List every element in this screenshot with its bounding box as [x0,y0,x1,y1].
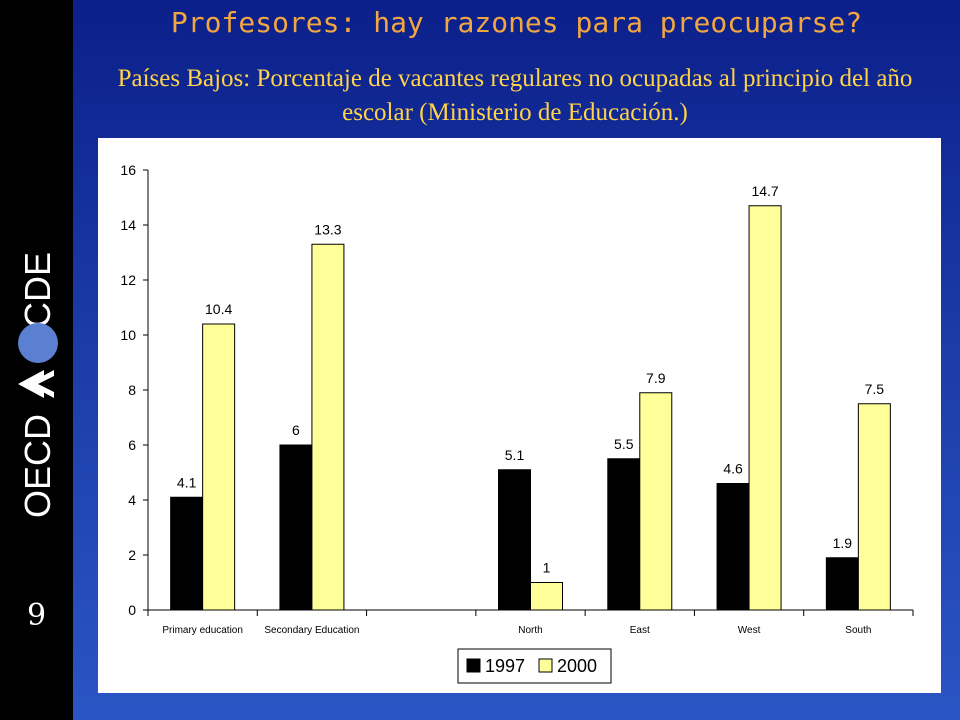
bar-2000 [530,582,563,611]
chart-panel: 0 2 4 6 8 10 12 14 16 Primary education Secondary … [98,138,941,693]
bar-2000 [748,205,782,611]
slide-title: Profesores: hay razones para preocuparse… [170,6,863,39]
x-tick-label: North [518,625,542,636]
y-tick-label: 16 [120,162,136,178]
chart-legend: 1997 2000 [457,648,612,684]
bar-2000 [311,243,345,611]
bar-2000 [639,392,673,611]
data-label-1997: 4.1 [177,474,197,490]
y-tick-label: 14 [120,217,136,233]
bar-1997 [170,496,204,611]
oecd-globe-icon [18,323,58,363]
x-tick-label: Primary education [162,625,243,636]
y-tick-label: 2 [128,547,136,563]
page-number: 9 [26,598,47,633]
legend-box [457,648,612,684]
chart-bars: 4.1 10.4 6 13.3 5.1 1 5.5 7.9 4.6 14.7 1.9 7.5 [170,183,891,611]
y-tick-label: 12 [120,272,136,288]
data-label-2000: 7.5 [865,381,885,397]
data-label-1997: 5.5 [614,436,634,452]
y-tick-label: 8 [128,382,136,398]
data-label-1997: 6 [292,422,300,438]
legend-label-1997: 1997 [485,656,525,676]
data-label-2000: 13.3 [314,221,341,237]
bar-1997 [498,469,531,611]
x-tick-label: East [630,625,650,636]
bar-1997 [825,557,859,611]
data-label-2000: 10.4 [205,301,232,317]
x-tick-label: West [738,625,761,636]
legend-swatch-1997 [466,658,481,673]
oecd-chevron-icon [18,370,54,398]
data-label-1997: 5.1 [505,447,525,463]
bar-2000 [202,323,236,611]
data-label-2000: 1 [543,560,551,576]
sidebar: OCDE OECD 9 [0,0,73,720]
slide-subtitle: Países Bajos: Porcentaje de vacantes reg… [117,65,913,126]
y-tick-label: 4 [128,492,136,508]
x-tick-label: South [845,625,871,636]
y-tick-label: 0 [128,602,136,618]
bar-1997 [716,483,750,611]
y-tick-label: 10 [120,327,136,343]
data-label-1997: 1.9 [833,535,853,551]
data-label-1997: 4.6 [723,461,743,477]
brand-text-oecd: OECD [17,414,58,518]
x-tick-label: Secondary Education [264,625,359,636]
data-label-2000: 14.7 [751,183,778,199]
data-label-2000: 7.9 [646,370,666,386]
bar-1997 [607,458,641,611]
bar-2000 [857,403,891,611]
y-tick-label: 6 [128,437,136,453]
legend-label-2000: 2000 [557,656,597,676]
bar-1997 [279,444,313,611]
oecd-logo: OCDE OECD [17,252,58,518]
legend-swatch-2000 [538,658,553,673]
